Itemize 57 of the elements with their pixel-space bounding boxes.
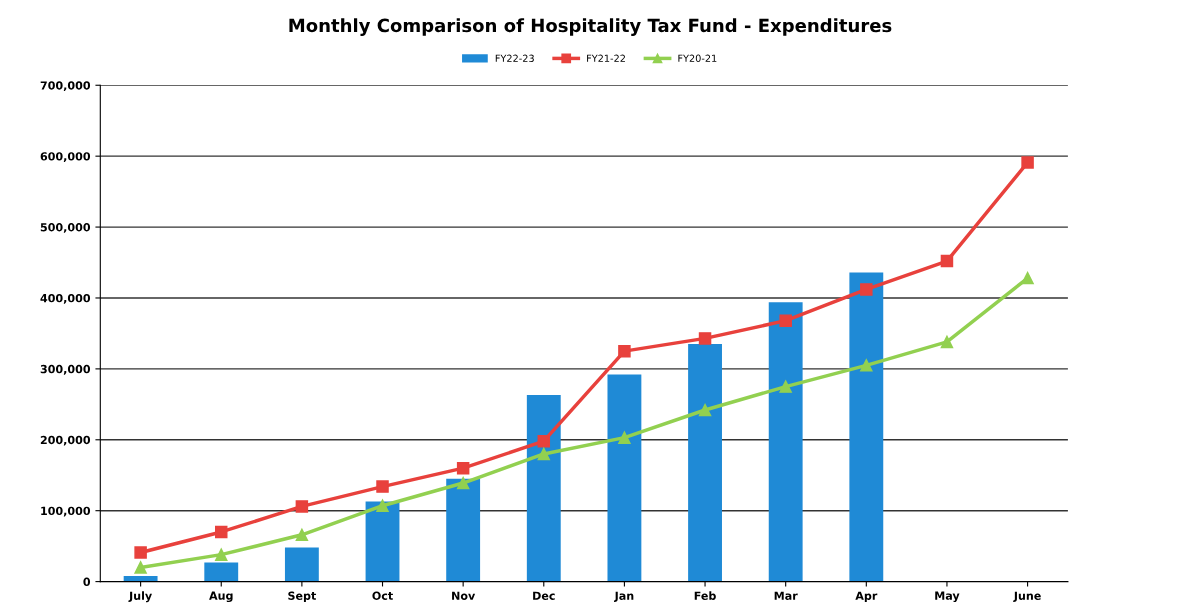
y-tick-label: 400,000 (40, 293, 91, 304)
point (456, 461, 470, 475)
x-tick-label: Feb (694, 591, 716, 600)
bar (284, 547, 319, 582)
point (698, 403, 712, 417)
x-tick-label: Apr (855, 591, 878, 603)
chart-title: Monthly Comparison of Hospitality Tax Fund - Expenditures (289, 18, 892, 36)
point (376, 480, 389, 493)
x-tick-label: Mar (774, 591, 798, 600)
y-tick-label: 300,000 (40, 364, 91, 375)
x-tick-label: July (128, 591, 152, 603)
point (698, 332, 712, 345)
x-tick-label: Aug (209, 591, 233, 603)
bar (204, 562, 239, 582)
point (214, 548, 228, 561)
x-tick-label: Jan (614, 591, 634, 602)
point (779, 314, 792, 327)
x-tick-label: May (935, 591, 960, 603)
point (1021, 156, 1034, 169)
y-tick-label: 100,000 (41, 506, 91, 517)
legend-label: FY21-22 (587, 54, 625, 62)
x-tick-label: Oct (372, 591, 393, 600)
y-tick-label: 0 (83, 577, 91, 586)
bar (768, 302, 803, 582)
y-tick-label: 600,000 (40, 152, 91, 162)
y-tick-label: 700,000 (40, 81, 91, 92)
bar (688, 344, 722, 582)
bar (365, 501, 400, 582)
point (618, 344, 631, 358)
legend-label: FY20-21 (678, 54, 717, 62)
x-tick-label: Nov (452, 591, 476, 600)
point (214, 525, 228, 539)
point (537, 447, 551, 461)
point (376, 499, 389, 512)
bar (849, 272, 884, 582)
x-tick-label: June (1013, 591, 1041, 602)
point (779, 380, 792, 393)
point (295, 500, 309, 513)
x-tick-label: Sept (288, 591, 317, 603)
point (618, 431, 631, 444)
point (456, 476, 470, 490)
point (537, 434, 551, 448)
y-tick-label: 500,000 (40, 223, 91, 233)
point (940, 335, 954, 349)
bar (526, 395, 561, 582)
point (295, 528, 309, 542)
point (940, 254, 954, 268)
x-tick-label: Dec (533, 591, 555, 600)
bar (607, 374, 642, 582)
y-tick-label: 200,000 (40, 435, 91, 446)
bar (446, 478, 481, 582)
point (1021, 271, 1034, 285)
point (860, 283, 873, 296)
point (860, 359, 873, 372)
legend-label: FY22-23 (495, 54, 534, 62)
point (134, 561, 147, 574)
point (134, 546, 147, 559)
